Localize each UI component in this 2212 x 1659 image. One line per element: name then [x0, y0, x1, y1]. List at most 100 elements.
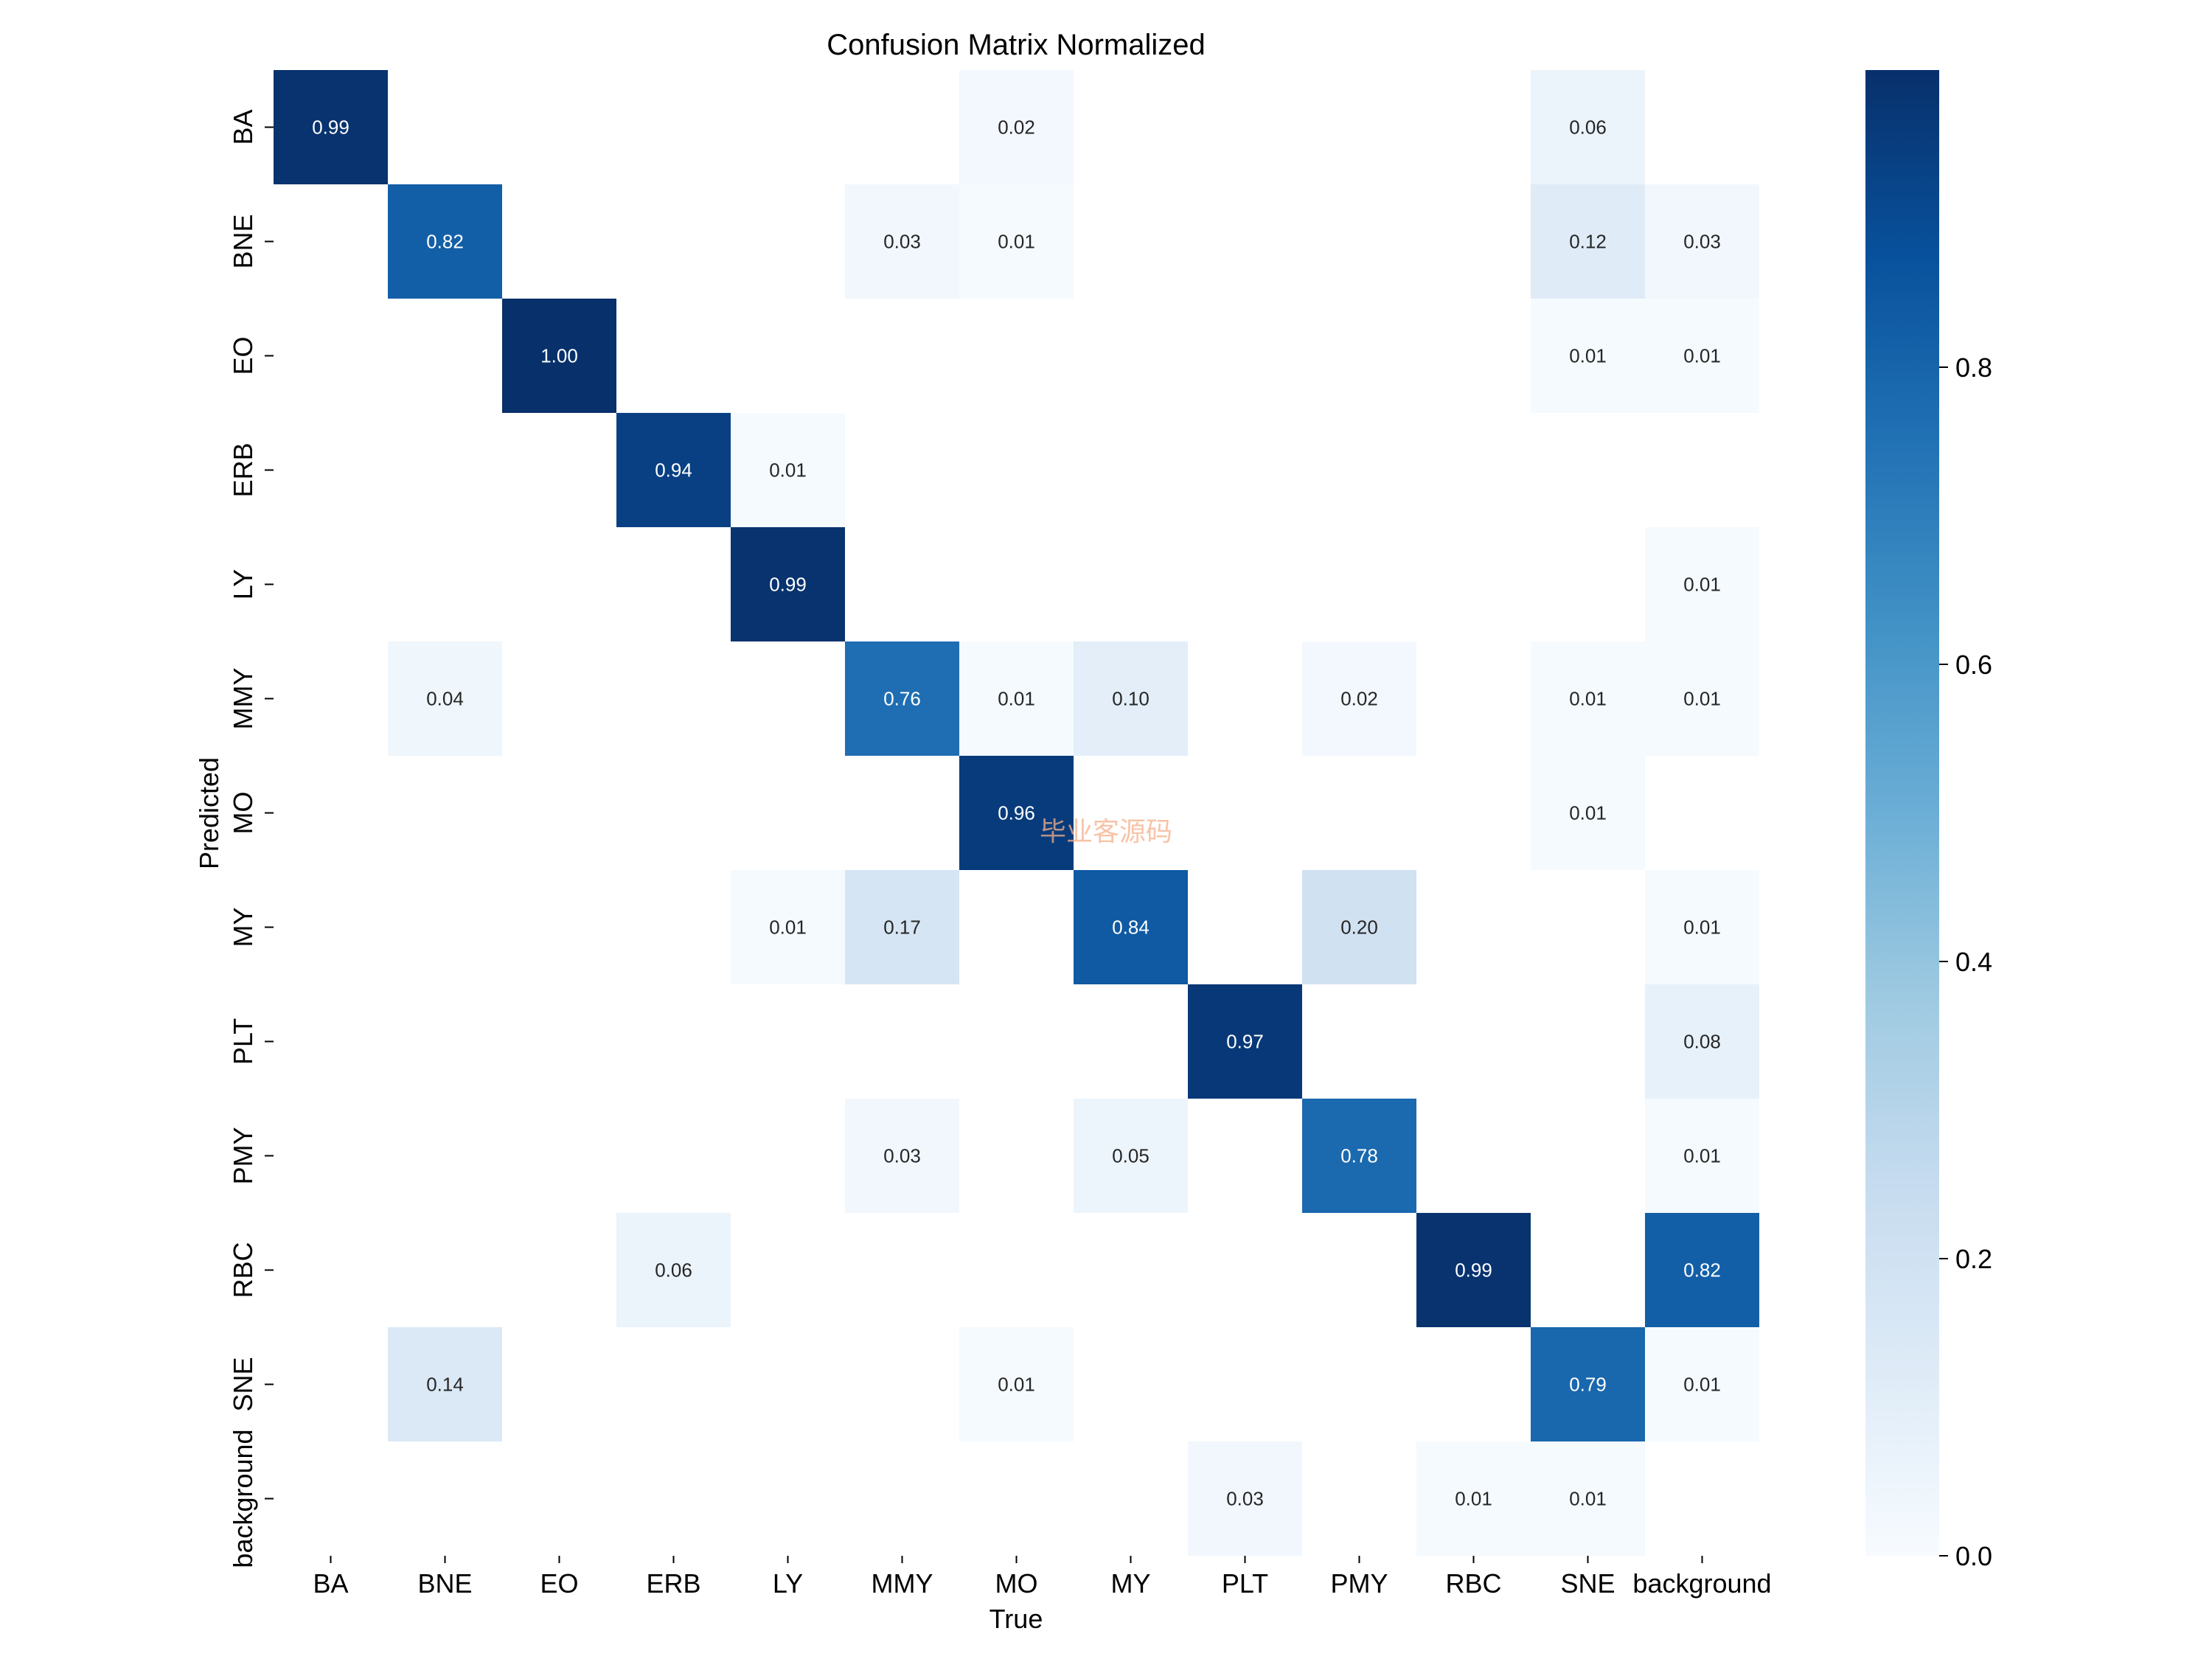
heatmap-cells [274, 70, 1759, 1556]
x-tick-label: MY [1111, 1568, 1151, 1599]
heatmap-cell [1531, 1441, 1645, 1556]
heatmap-cell [1645, 641, 1759, 756]
y-tick-label: EO [228, 336, 258, 375]
cell-value-label: 0.08 [1683, 1031, 1721, 1053]
watermark: 毕业客源码 [1040, 817, 1172, 847]
x-tick-label: BNE [417, 1568, 472, 1599]
x-tick-label: RBC [1445, 1568, 1501, 1599]
cell-value-label: 0.01 [998, 1374, 1035, 1396]
y-tick-label: PLT [228, 1018, 258, 1065]
heatmap-cell [1645, 1327, 1759, 1441]
x-tick-label: background [1632, 1568, 1771, 1599]
heatmap-cell [616, 1213, 731, 1327]
cell-value-label: 0.97 [1226, 1031, 1264, 1053]
x-tick-label: PLT [1222, 1568, 1268, 1599]
heatmap-cell [1645, 527, 1759, 641]
cell-value-label: 0.03 [883, 231, 921, 253]
cell-value-label: 0.01 [1569, 345, 1607, 367]
cell-value-label: 0.01 [1683, 1374, 1721, 1396]
cell-value-label: 0.01 [1569, 802, 1607, 824]
cell-value-label: 0.01 [1455, 1488, 1492, 1510]
x-tick-label: PMY [1330, 1568, 1388, 1599]
cell-value-label: 0.05 [1112, 1145, 1150, 1167]
heatmap-cell [1188, 984, 1302, 1099]
cell-value-label: 0.14 [426, 1374, 464, 1396]
heatmap-cell [845, 641, 959, 756]
y-tick-label: MO [228, 792, 258, 835]
heatmap-cell [959, 1327, 1074, 1441]
heatmap-cell [1531, 299, 1645, 413]
cell-value-label: 0.99 [1455, 1259, 1492, 1281]
heatmap-cell [1074, 1099, 1188, 1213]
x-axis-label: True [990, 1604, 1043, 1634]
cell-value-label: 0.01 [1683, 345, 1721, 367]
cell-value-label: 0.01 [1683, 1145, 1721, 1167]
heatmap-cell [502, 299, 616, 413]
heatmap-cell [1416, 1213, 1531, 1327]
cell-value-label: 0.20 [1340, 917, 1378, 939]
heatmap-cell [1416, 1441, 1531, 1556]
cell-value-label: 0.01 [1569, 1488, 1607, 1510]
heatmap-cell [1074, 870, 1188, 984]
cell-value-label: 0.17 [883, 917, 921, 939]
cell-value-label: 0.99 [769, 574, 807, 596]
heatmap-cell [959, 641, 1074, 756]
heatmap-cell [1531, 1327, 1645, 1441]
colorbar-tick-label: 0.4 [1955, 947, 1992, 977]
heatmap-cell [731, 413, 845, 527]
y-tick-label: MY [228, 908, 258, 947]
y-tick-label: LY [228, 569, 258, 599]
cell-value-label: 0.82 [1683, 1259, 1721, 1281]
heatmap-cell [845, 1099, 959, 1213]
cell-value-label: 0.79 [1569, 1374, 1607, 1396]
heatmap-cell [1302, 641, 1416, 756]
colorbar [1865, 70, 1939, 1556]
cell-value-label: 0.94 [655, 459, 692, 481]
x-axis-ticks: BA BNE EO ERB LY MMY MO MY PLT PMY RBC SNE backgroun… [313, 1556, 1772, 1599]
heatmap-cell-labels: 0.99 0.02 0.06 0.82 0.03 0.01 0.12 0.03 1.00 0.01… [312, 116, 1721, 1510]
heatmap-cell [845, 870, 959, 984]
y-axis-ticks: BA BNE EO ERB LY MMY MO MY PLT PMY RBC SNE backgroun… [228, 109, 274, 1568]
heatmap-cell [1531, 184, 1645, 299]
cell-value-label: 0.01 [998, 231, 1035, 253]
heatmap-cell [388, 1327, 502, 1441]
heatmap-cell [616, 413, 731, 527]
y-tick-label: ERB [228, 442, 258, 497]
cell-value-label: 0.82 [426, 231, 464, 253]
cell-value-label: 0.01 [998, 688, 1035, 710]
cell-value-label: 0.96 [998, 802, 1035, 824]
heatmap-cell [1531, 641, 1645, 756]
y-tick-label: BA [228, 109, 258, 145]
heatmap-cell [1645, 1099, 1759, 1213]
heatmap-cell [1645, 184, 1759, 299]
colorbar-tick-label: 0.8 [1955, 352, 1992, 383]
heatmap-cell [388, 641, 502, 756]
x-tick-label: ERB [646, 1568, 700, 1599]
cell-value-label: 0.10 [1112, 688, 1150, 710]
cell-value-label: 0.84 [1112, 917, 1150, 939]
y-tick-label: MMY [228, 668, 258, 730]
cell-value-label: 0.01 [1683, 917, 1721, 939]
heatmap-cell [1645, 1213, 1759, 1327]
colorbar-tick-label: 0.6 [1955, 650, 1992, 680]
heatmap-cell [1074, 641, 1188, 756]
cell-value-label: 0.06 [655, 1259, 692, 1281]
cell-value-label: 0.03 [1683, 231, 1721, 253]
cell-value-label: 0.01 [1569, 688, 1607, 710]
x-tick-label: MMY [872, 1568, 933, 1599]
y-tick-label: PMY [228, 1127, 258, 1184]
colorbar-ticks: 0.0 0.2 0.4 0.6 0.8 [1939, 352, 1992, 1571]
heatmap-cell [388, 184, 502, 299]
cell-value-label: 0.01 [1683, 574, 1721, 596]
cell-value-label: 0.02 [998, 116, 1035, 139]
cell-value-label: 0.04 [426, 688, 464, 710]
heatmap-cell [1531, 70, 1645, 184]
x-tick-label: LY [773, 1568, 803, 1599]
cell-value-label: 0.99 [312, 116, 349, 139]
heatmap-cell [1302, 1099, 1416, 1213]
heatmap-cell [1645, 299, 1759, 413]
heatmap-cell [1645, 870, 1759, 984]
cell-value-label: 0.02 [1340, 688, 1378, 710]
colorbar-tick-label: 0.2 [1955, 1244, 1992, 1274]
